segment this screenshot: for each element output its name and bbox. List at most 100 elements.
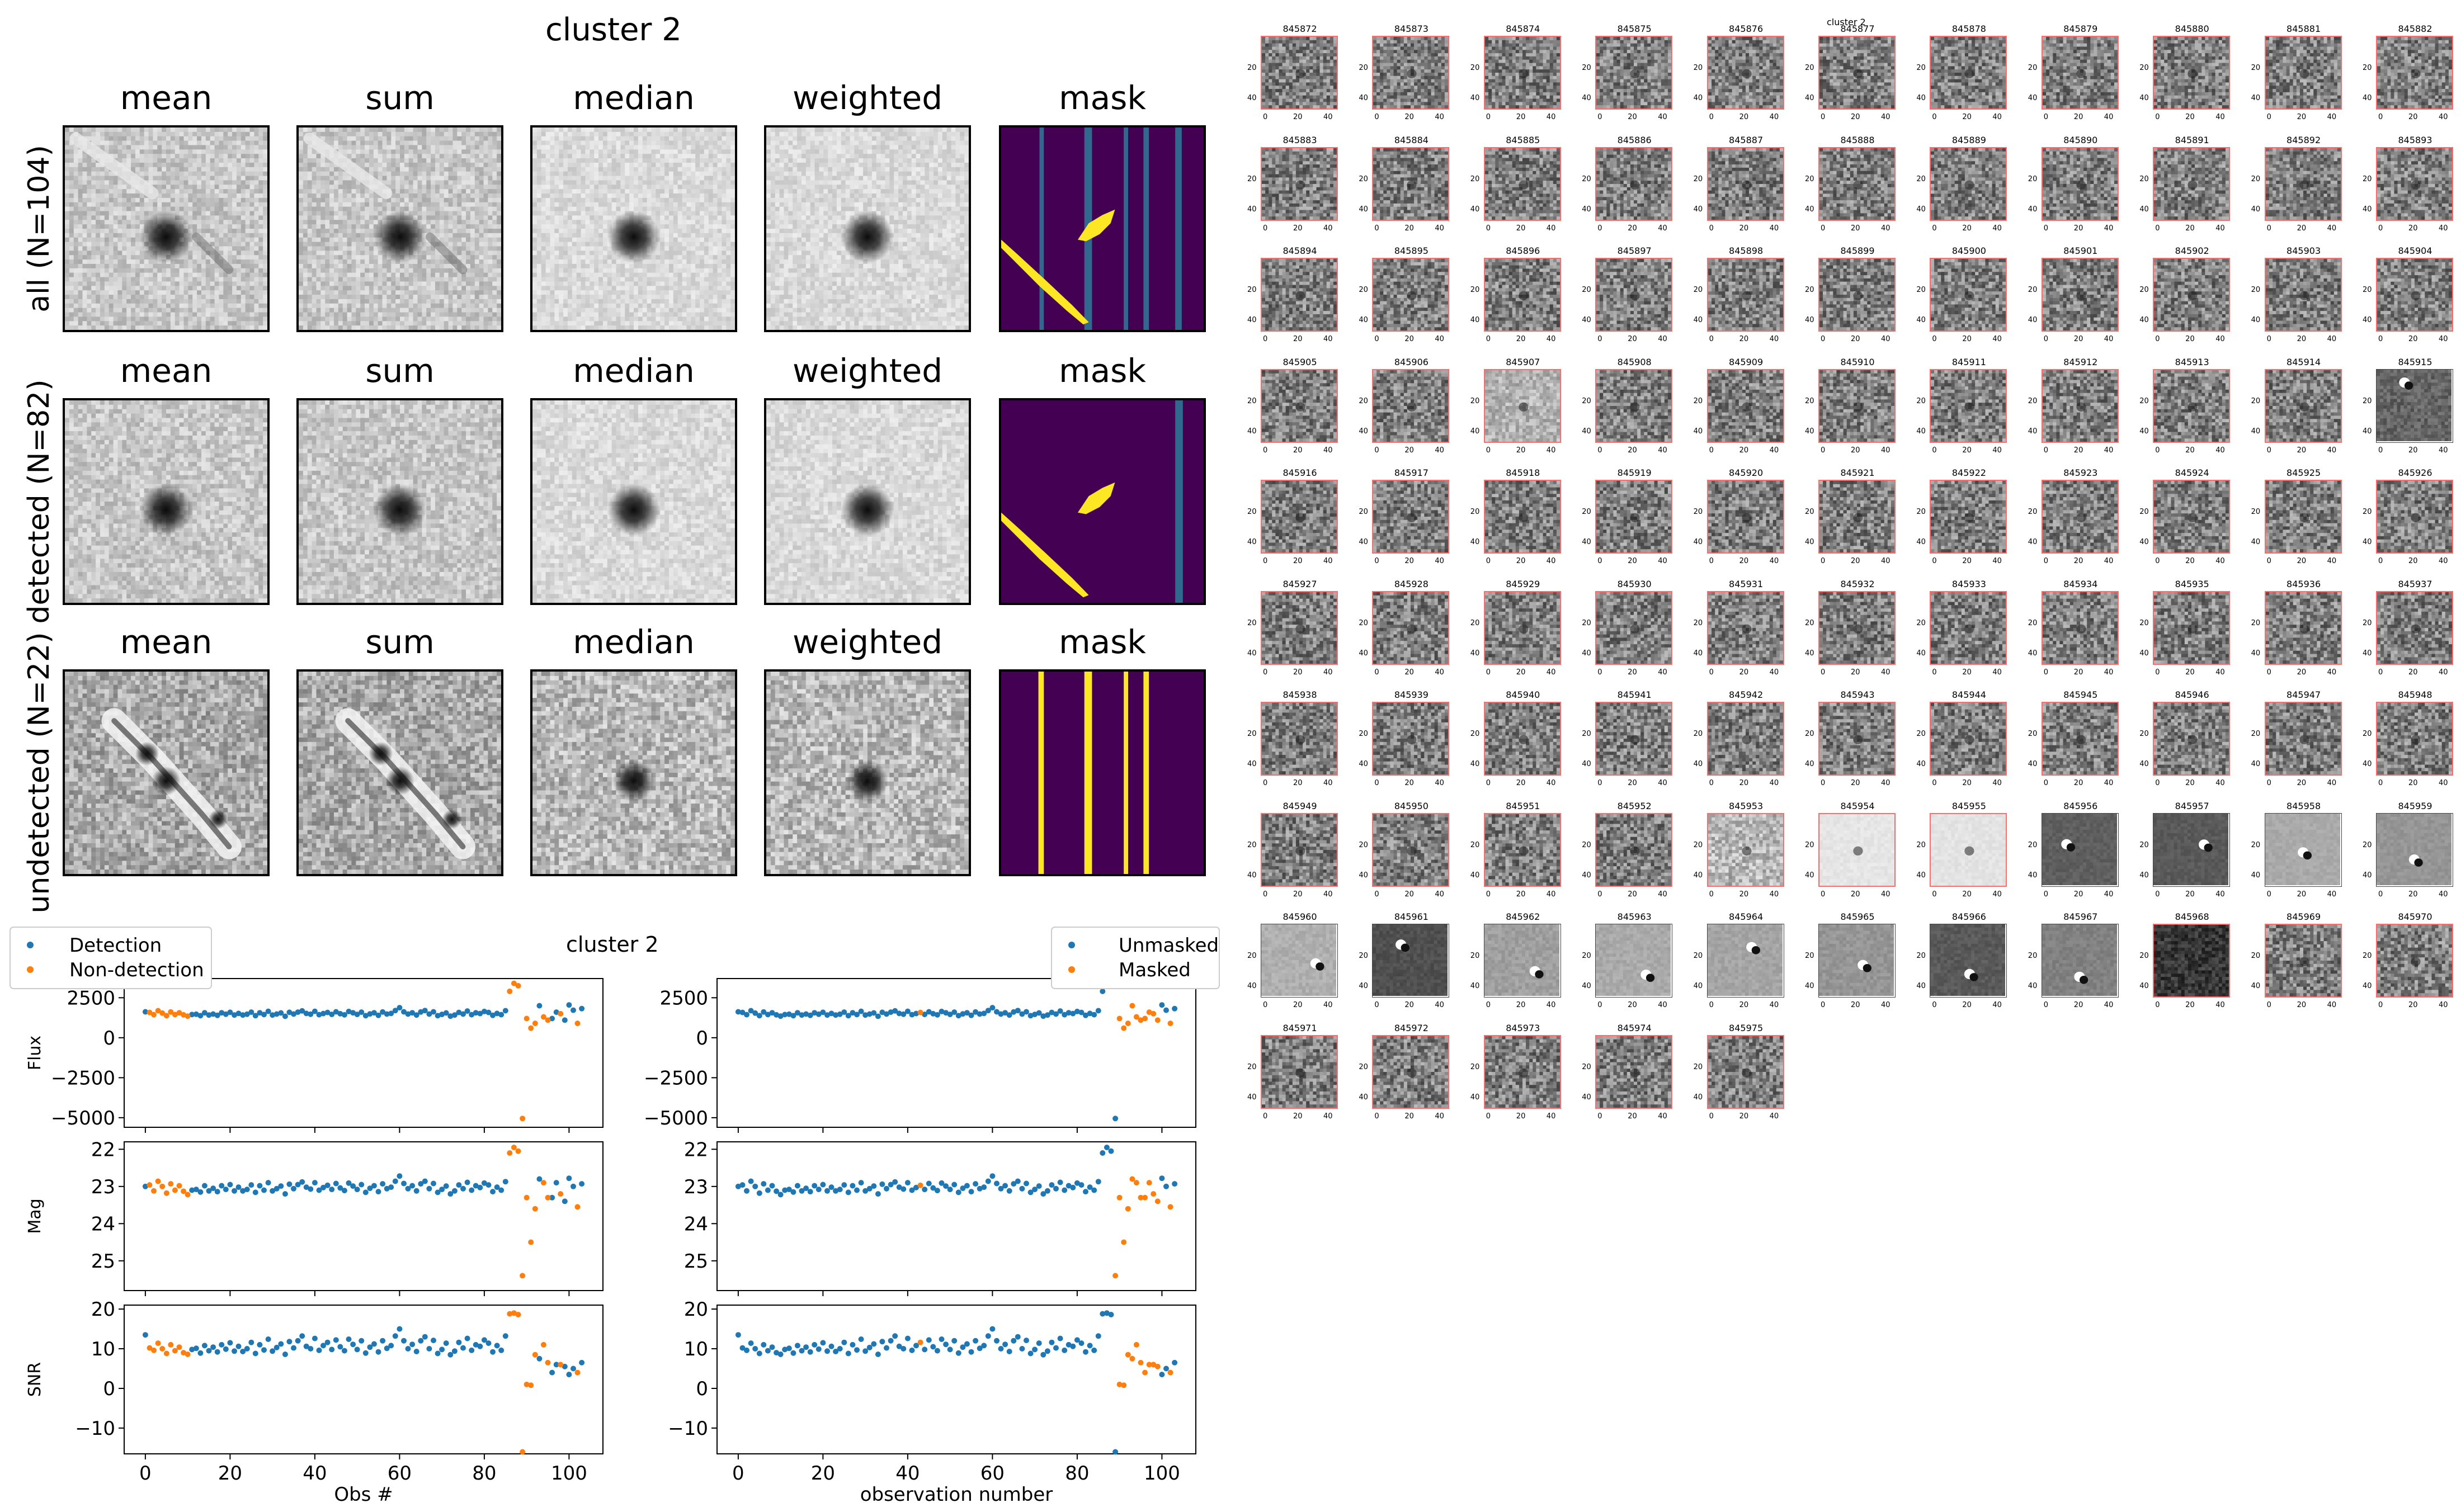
cutout-x-tick-label: 40 <box>1547 335 1556 343</box>
cutout-image <box>1261 1035 1338 1109</box>
cutout-x-tick-label: 0 <box>2044 224 2048 233</box>
cutout-x-tick-label: 40 <box>1323 779 1333 787</box>
y-tick-label: 25 <box>684 1250 708 1273</box>
point-blue <box>418 1338 423 1344</box>
cutout-x-tick-label: 20 <box>2408 779 2418 787</box>
cutout-id-label: 845885 <box>1484 135 1562 145</box>
cutout-id-label: 845900 <box>1930 245 2008 256</box>
cutout-image <box>2042 36 2119 110</box>
point-blue <box>337 1344 343 1350</box>
point-blue <box>291 1186 296 1192</box>
point-blue <box>888 1338 894 1344</box>
cutout-y-tick-label: 20 <box>1916 619 1926 627</box>
cutout-image <box>1930 813 2007 887</box>
point-orange <box>177 1183 182 1189</box>
point-blue <box>816 1346 822 1352</box>
cutout-x-tick-label: 0 <box>1486 335 1491 343</box>
point-blue <box>286 1339 292 1344</box>
y-tick-label: 10 <box>91 1338 115 1360</box>
point-blue <box>1159 1372 1165 1377</box>
cutout-x-tick-label: 0 <box>1263 1112 1267 1121</box>
point-blue <box>498 1012 504 1018</box>
cutout-y-tick-label: 40 <box>1916 316 1926 324</box>
cutout-y-tick-label: 40 <box>2139 871 2149 880</box>
cutout-y-tick-label: 40 <box>1470 982 1480 990</box>
point-blue <box>1007 1188 1012 1194</box>
cutout-x-tick-label: 0 <box>1597 668 1602 677</box>
cutout-x-tick-label: 0 <box>1374 446 1379 455</box>
point-blue <box>1058 1008 1063 1014</box>
cutout-image <box>2265 258 2342 332</box>
point-blue <box>312 1336 318 1341</box>
legend-marker <box>27 942 34 948</box>
point-blue <box>414 1349 419 1354</box>
point-orange <box>1155 1364 1161 1369</box>
cutout-id-label: 845933 <box>1930 579 2008 589</box>
stamp-all-median <box>530 125 737 332</box>
cutout-id-label: 845891 <box>2153 135 2231 145</box>
cutout-x-tick-label: 20 <box>1516 1001 1526 1009</box>
cutout-y-tick-label: 40 <box>1470 649 1480 658</box>
point-blue <box>795 1183 800 1189</box>
cutout-image <box>1818 813 1896 887</box>
point-blue <box>282 1352 288 1357</box>
cutout-x-tick-label: 0 <box>1597 1001 1602 1009</box>
cutout-id-label: 845883 <box>1261 135 1339 145</box>
x-tick-label: 60 <box>980 1462 1005 1485</box>
cutout-id-label: 845934 <box>2042 579 2120 589</box>
cutout-id-label: 845906 <box>1372 357 1450 367</box>
cutout-x-tick-label: 40 <box>2215 1001 2225 1009</box>
cutout-y-tick-label: 20 <box>1470 397 1480 405</box>
cutout-x-tick-label: 20 <box>1293 779 1303 787</box>
cutout-y-tick-label: 40 <box>1470 1093 1480 1102</box>
cutout-id-label: 845886 <box>1595 135 1673 145</box>
cutout-image <box>2153 702 2230 776</box>
cutout-y-tick-label: 40 <box>2251 649 2261 658</box>
point-blue <box>465 1008 470 1014</box>
point-blue <box>1159 1002 1165 1008</box>
point-orange <box>159 1346 165 1352</box>
cutout-y-tick-label: 20 <box>1359 619 1368 627</box>
point-blue <box>248 1182 254 1188</box>
cutout-y-tick-label: 20 <box>2363 952 2372 960</box>
cutout-x-tick-label: 40 <box>1881 224 1890 233</box>
x-tick-label: 100 <box>1144 1462 1180 1485</box>
cutout-y-tick-label: 20 <box>1805 64 1814 72</box>
point-orange <box>532 1020 538 1026</box>
cutout-x-tick-label: 0 <box>1821 335 1825 343</box>
cutout-y-tick-label: 40 <box>1805 871 1814 880</box>
cutout-y-tick-label: 40 <box>2139 316 2149 324</box>
cutout-id-label: 845897 <box>1595 245 1673 256</box>
stamp-column-title: mask <box>1059 355 1146 387</box>
point-blue <box>871 1341 876 1347</box>
cutout-id-label: 845899 <box>1818 245 1897 256</box>
point-blue <box>846 1351 851 1357</box>
cutout-x-tick-label: 40 <box>1323 446 1333 455</box>
cutout-y-tick-label: 20 <box>1805 508 1814 516</box>
cutout-x-tick-label: 0 <box>1374 335 1379 343</box>
cutout-id-label: 845966 <box>1930 911 2008 922</box>
y-tick-label: 20 <box>91 1298 115 1321</box>
cutout-y-tick-label: 20 <box>2251 730 2261 738</box>
cutout-x-tick-label: 0 <box>2044 446 2048 455</box>
cutout-y-tick-label: 20 <box>1694 64 1703 72</box>
cutout-x-tick-label: 20 <box>1628 335 1637 343</box>
stamp-column-title: median <box>573 626 694 658</box>
cutout-y-tick-label: 20 <box>1582 841 1591 849</box>
point-blue <box>236 1344 242 1349</box>
cutout-y-tick-label: 20 <box>2363 508 2372 516</box>
point-blue <box>282 1014 288 1019</box>
stamp-column-title: mean <box>120 626 212 658</box>
point-orange <box>155 1179 161 1184</box>
point-blue <box>905 1180 911 1185</box>
point-blue <box>1062 1348 1067 1353</box>
point-blue <box>562 1017 568 1023</box>
cutout-id-label: 845938 <box>1261 689 1339 700</box>
cutout-x-tick-label: 20 <box>1851 224 1860 233</box>
point-blue <box>964 1341 970 1347</box>
cutout-x-tick-label: 0 <box>1821 446 1825 455</box>
cutout-x-tick-label: 40 <box>2439 1001 2448 1009</box>
cutout-x-tick-label: 20 <box>1404 1001 1414 1009</box>
point-blue <box>740 1182 746 1188</box>
cutout-y-tick-label: 40 <box>1694 760 1703 768</box>
